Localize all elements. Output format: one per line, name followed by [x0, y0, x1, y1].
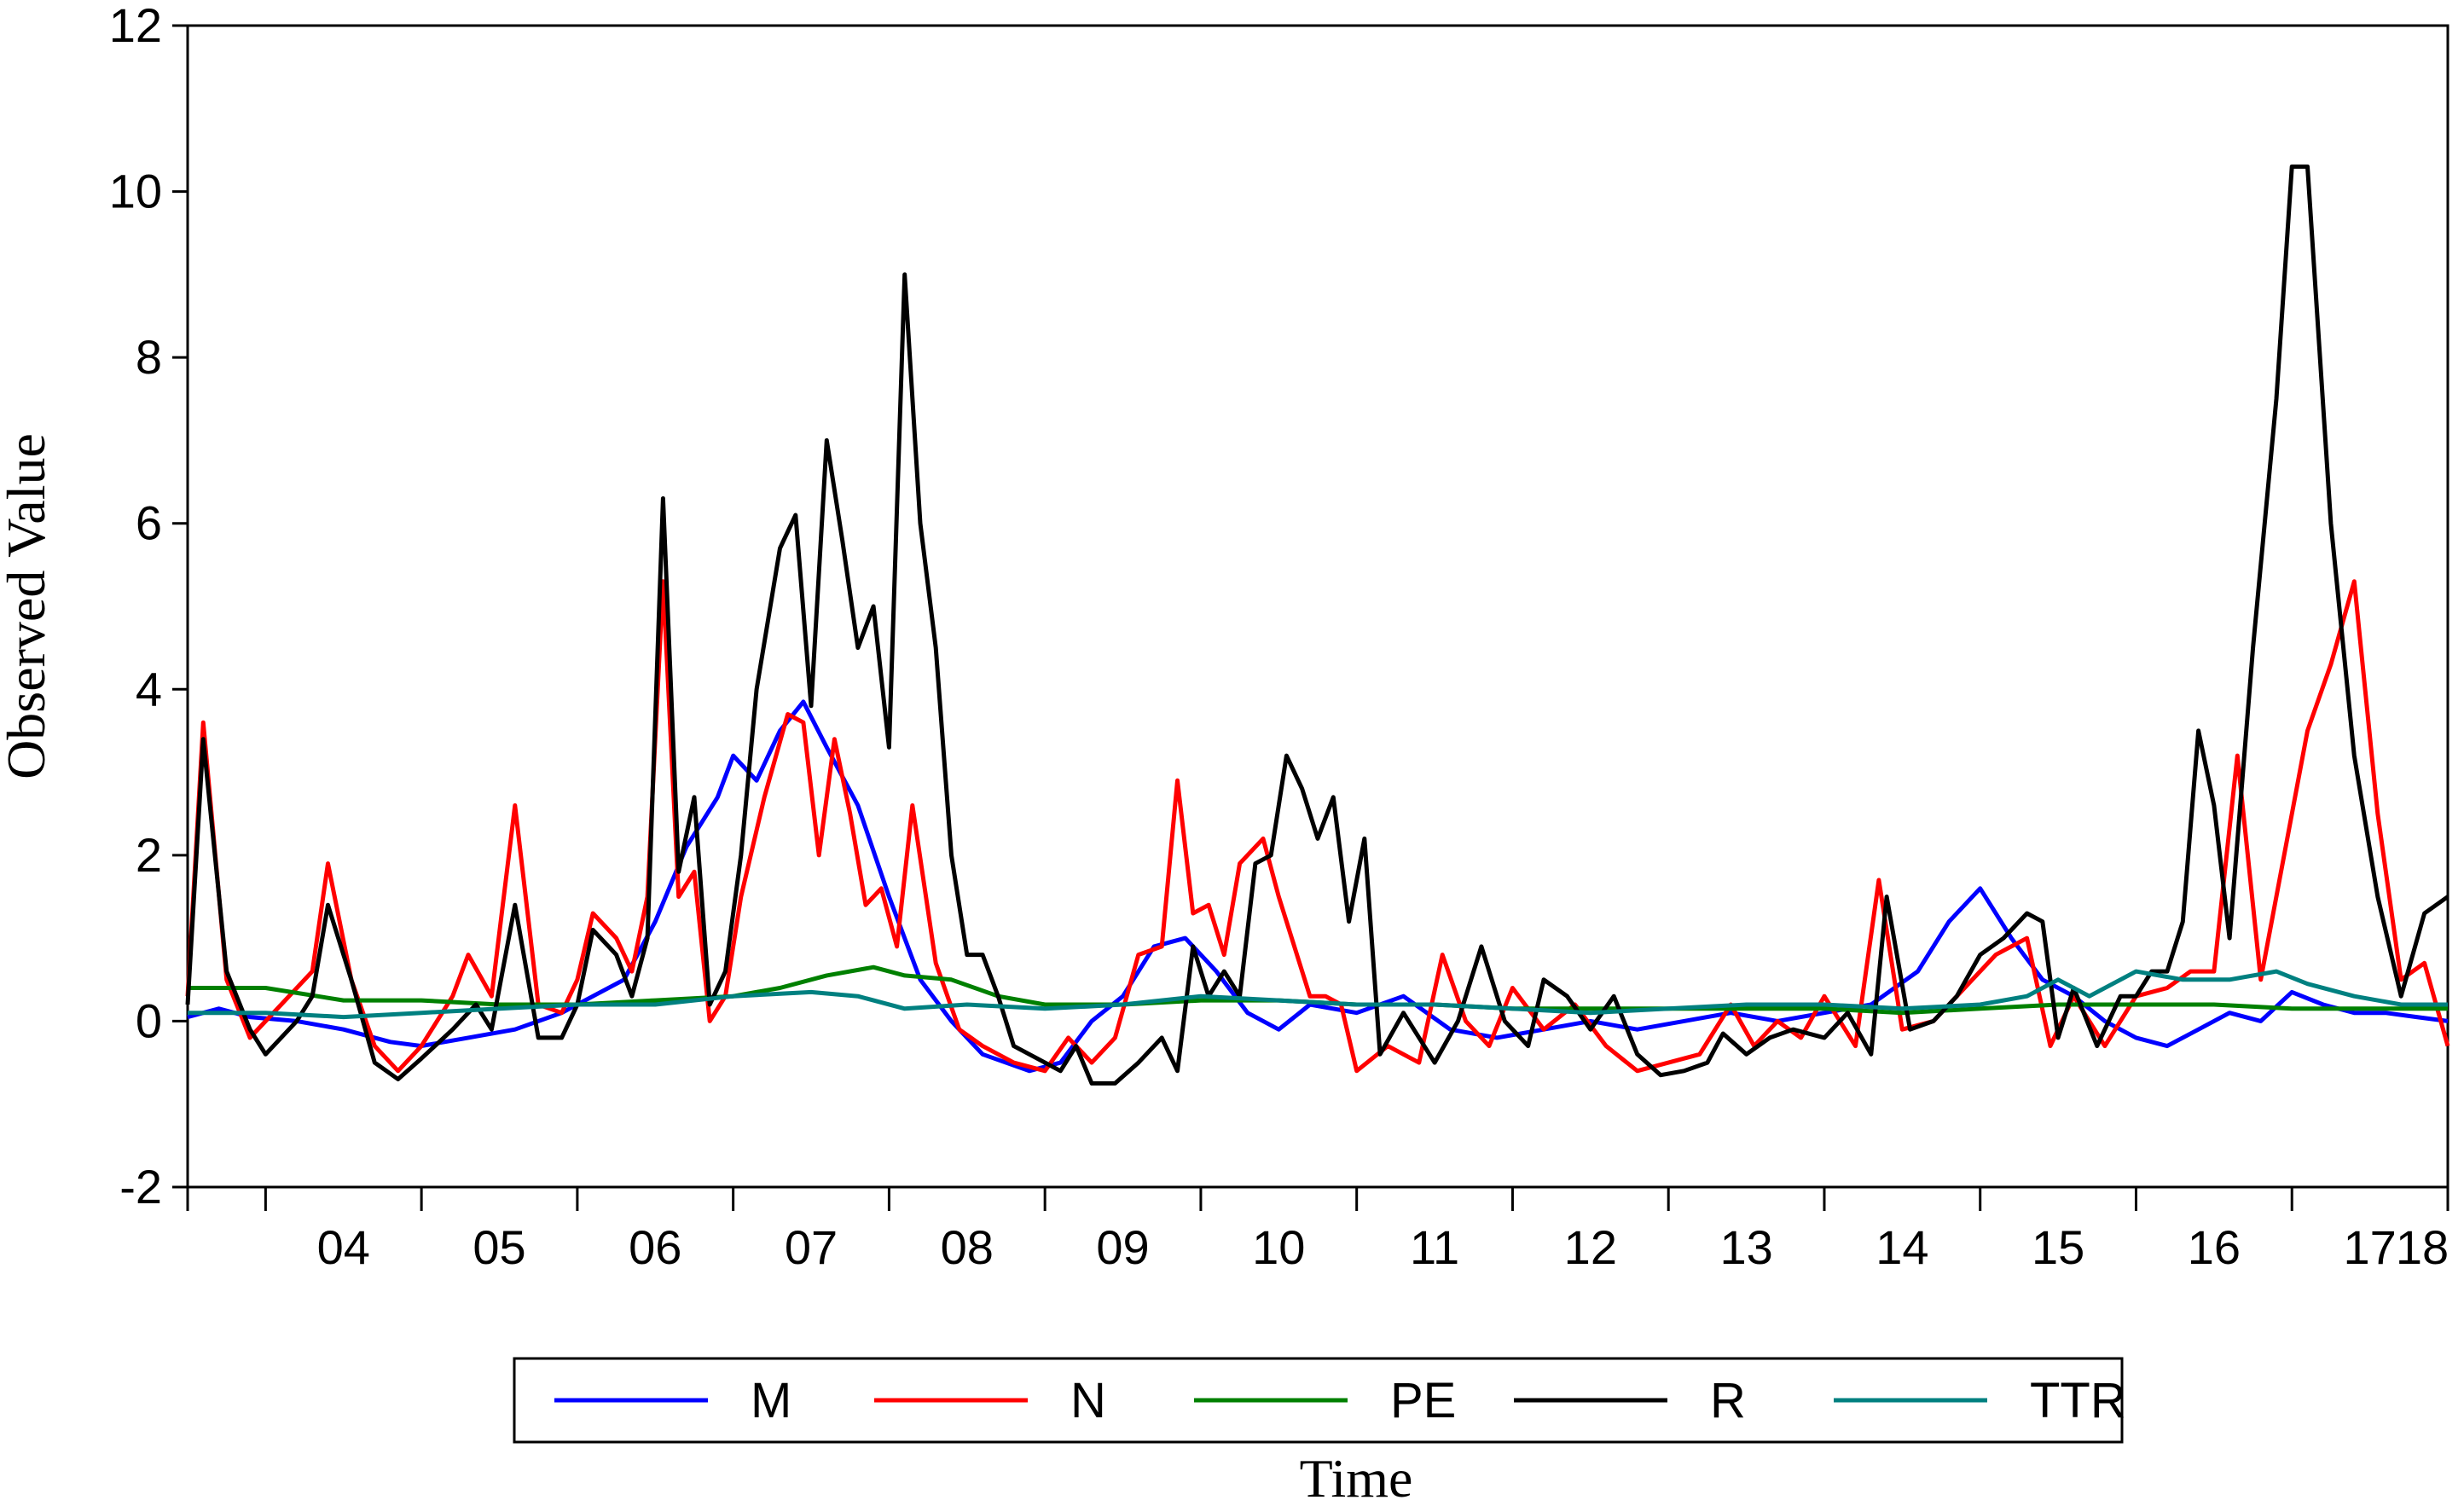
x-tick-label: 15 — [2032, 1220, 2084, 1274]
x-tick-label: 05 — [473, 1220, 525, 1274]
series-line-ttr — [188, 969, 2448, 1020]
y-tick-label: 6 — [136, 496, 162, 550]
series-line-m — [187, 699, 2449, 1074]
legend-label: TTR — [2030, 1373, 2126, 1428]
x-tick-label: 04 — [317, 1220, 370, 1274]
y-tick-label: -2 — [119, 1160, 162, 1213]
y-tick-label: 0 — [136, 993, 162, 1047]
x-tick-label: 14 — [1876, 1220, 1928, 1274]
x-axis-title: Time — [1300, 1448, 1413, 1506]
x-tick-label: 13 — [1719, 1220, 1772, 1274]
series-line-n — [185, 579, 2450, 1074]
x-tick-label: 16 — [2188, 1220, 2241, 1274]
y-axis: 12 10 8 6 4 2 0 -2 — [109, 0, 188, 1213]
legend-label: PE — [1390, 1373, 1456, 1428]
series-line-r — [185, 164, 2450, 1086]
x-axis: 04 05 06 07 08 09 10 11 12 13 14 15 16 17 18 — [186, 1187, 2450, 1274]
y-tick-label: 2 — [136, 828, 162, 882]
x-tick-label: 17 — [2343, 1220, 2396, 1274]
legend-label: N — [1070, 1373, 1106, 1428]
x-tick-label: 10 — [1252, 1220, 1305, 1274]
legend-label: M — [751, 1373, 791, 1428]
legend: M N PE R TTR — [554, 1373, 2126, 1428]
y-axis-title: Observed Value — [0, 433, 56, 779]
series-lines — [185, 164, 2450, 1086]
y-tick-label: 8 — [136, 330, 162, 384]
legend-label: R — [1710, 1373, 1746, 1428]
y-tick-label: 10 — [109, 165, 162, 218]
x-tick-label: 12 — [1564, 1220, 1617, 1274]
x-tick-label: 08 — [941, 1220, 994, 1274]
x-tick-label: 06 — [629, 1220, 681, 1274]
x-tick-label: 18 — [2396, 1220, 2449, 1274]
x-tick-label: 07 — [785, 1220, 838, 1274]
plot-area — [186, 24, 2450, 1189]
y-tick-label: 12 — [109, 0, 162, 52]
y-tick-label: 4 — [136, 662, 162, 715]
x-tick-label: 11 — [1410, 1220, 1459, 1274]
x-tick-label: 09 — [1096, 1220, 1149, 1274]
